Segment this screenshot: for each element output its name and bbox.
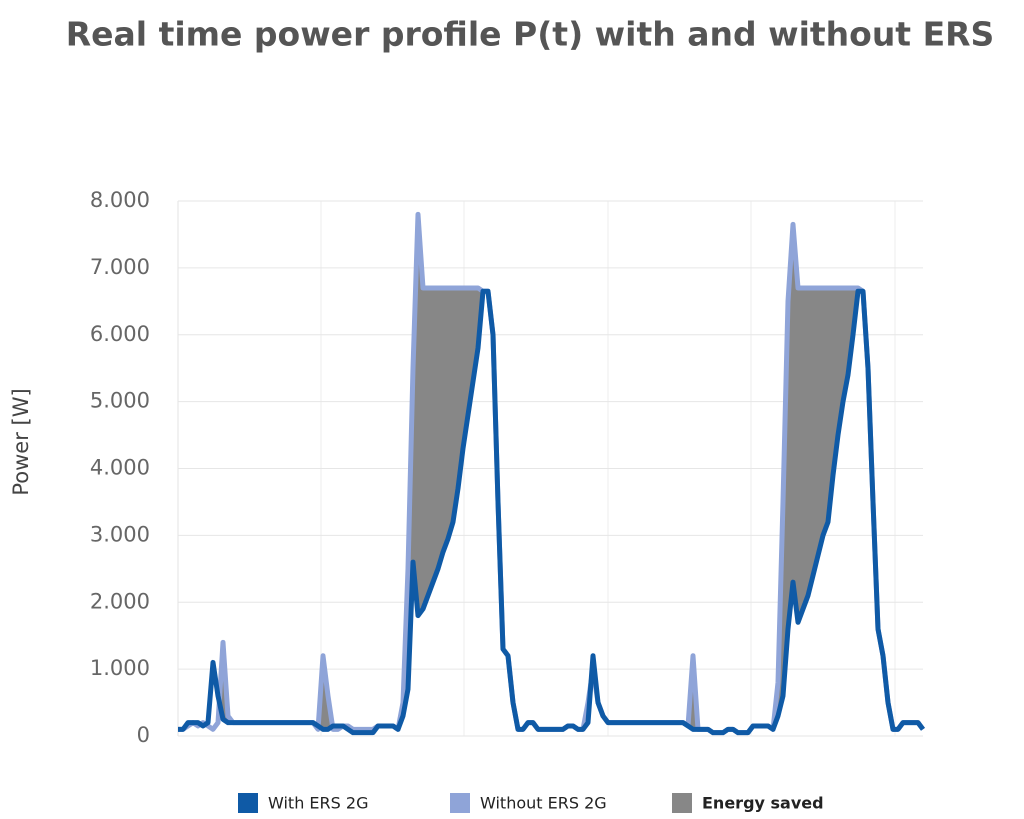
y-tick-label: 0: [137, 723, 150, 747]
y-tick-label: 6.000: [90, 322, 150, 346]
legend-swatch: [238, 793, 258, 813]
legend-swatch: [450, 793, 470, 813]
chart-title: Real time power profile P(t) with and wi…: [66, 15, 995, 54]
y-tick-label: 5.000: [90, 389, 150, 413]
y-tick-label: 3.000: [90, 522, 150, 546]
y-tick-label: 1.000: [90, 656, 150, 680]
y-tick-label: 8.000: [90, 188, 150, 212]
series-line: [178, 288, 926, 736]
legend-swatch: [672, 793, 692, 813]
legend-label: Energy saved: [702, 794, 824, 813]
y-axis-label: Power [W]: [9, 388, 33, 495]
y-tick-label: 4.000: [90, 456, 150, 480]
legend-label: Without ERS 2G: [480, 794, 607, 813]
legend-label: With ERS 2G: [268, 794, 368, 813]
energy-saved-area: [178, 214, 923, 733]
y-tick-label: 7.000: [90, 255, 150, 279]
y-tick-label: 2.000: [90, 589, 150, 613]
